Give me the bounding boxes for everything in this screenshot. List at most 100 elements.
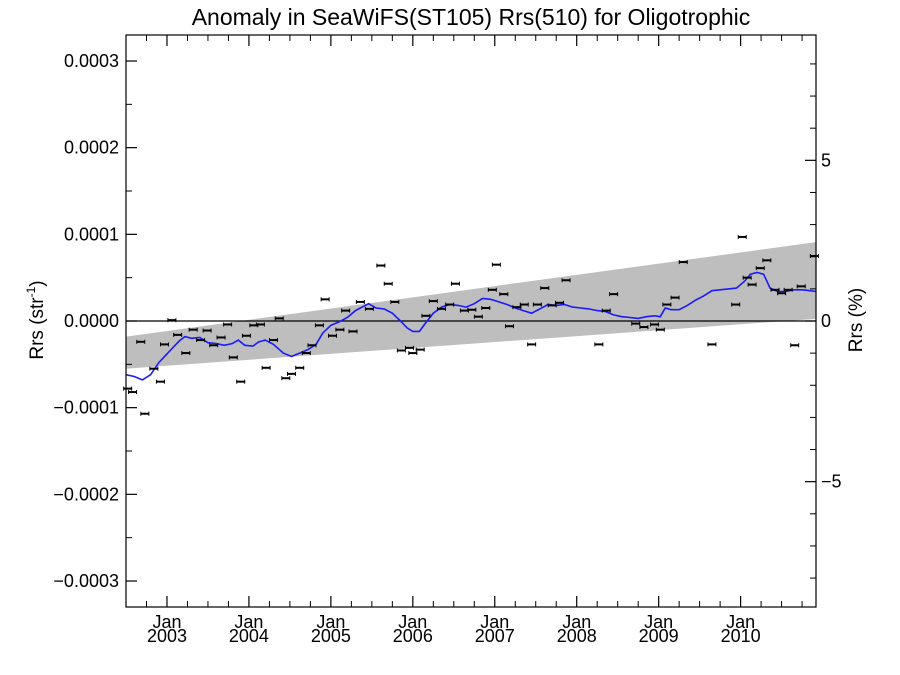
data-point xyxy=(295,365,305,370)
x-tick-month: Jan xyxy=(234,612,263,632)
y-tick-label: 0.0000 xyxy=(64,311,119,331)
data-point xyxy=(269,338,279,343)
data-point xyxy=(287,371,297,376)
data-point xyxy=(408,351,418,356)
x-tick-month: Jan xyxy=(562,612,591,632)
x-tick-year: 2004 xyxy=(229,626,269,646)
left-axis-ticks: 0.0003 0.0002 0.0001 0.0000 −0.0001 −0.0002 −0… xyxy=(53,51,137,591)
data-point xyxy=(499,292,509,297)
data-point xyxy=(532,302,542,307)
data-point xyxy=(140,411,150,416)
data-point xyxy=(209,343,219,348)
data-point xyxy=(512,305,522,310)
y-axis-label: Rrs (str-1) xyxy=(24,280,48,359)
x-axis-ticks: Jan2003Jan2004Jan2005Jan2006Jan2007Jan20… xyxy=(145,35,803,646)
data-point xyxy=(670,295,680,300)
x-tick-year: 2005 xyxy=(311,626,351,646)
data-point xyxy=(314,323,324,328)
data-point xyxy=(770,287,780,292)
data-point xyxy=(445,302,455,307)
data-point xyxy=(473,314,483,319)
data-point xyxy=(527,342,537,347)
x-tick-year: 2003 xyxy=(147,626,187,646)
x-tick-month: Jan xyxy=(152,612,181,632)
data-point xyxy=(639,325,649,330)
data-point xyxy=(436,306,446,311)
data-point xyxy=(491,262,501,267)
data-point xyxy=(123,386,133,391)
data-point xyxy=(762,258,772,263)
data-point xyxy=(241,333,251,338)
y2-tick-label: 5 xyxy=(821,150,831,170)
data-point xyxy=(328,333,338,338)
data-point xyxy=(202,328,212,333)
data-point xyxy=(487,287,497,292)
data-point xyxy=(216,335,226,340)
data-point xyxy=(561,278,571,283)
x-tick-year: 2006 xyxy=(393,626,433,646)
data-point xyxy=(555,300,565,305)
data-point xyxy=(320,297,330,302)
data-point xyxy=(601,308,611,313)
x-tick-year: 2009 xyxy=(639,626,679,646)
data-point xyxy=(160,342,170,347)
x-tick-year: 2008 xyxy=(557,626,597,646)
data-point xyxy=(783,287,793,292)
data-point xyxy=(737,234,747,239)
data-point xyxy=(467,307,477,312)
data-point xyxy=(255,322,265,327)
x-tick-year: 2007 xyxy=(475,626,515,646)
y-tick-label: 0.0002 xyxy=(64,138,119,158)
data-point xyxy=(196,338,206,343)
data-point xyxy=(777,291,787,296)
data-point xyxy=(136,339,146,344)
data-point xyxy=(755,266,765,271)
data-point xyxy=(415,347,425,352)
data-point xyxy=(450,281,460,286)
data-point xyxy=(396,348,406,353)
data-point xyxy=(348,329,358,334)
data-point xyxy=(188,327,198,332)
data-point xyxy=(505,324,515,329)
data-point xyxy=(421,313,431,318)
data-point xyxy=(128,390,138,395)
data-points-layer xyxy=(123,234,819,416)
data-point xyxy=(355,299,365,304)
y-tick-label: 0.0003 xyxy=(64,51,119,71)
trend-line-layer xyxy=(126,271,816,381)
data-point xyxy=(707,342,717,347)
data-point xyxy=(547,303,557,308)
y2-axis-label: Rrs (%) xyxy=(846,288,867,352)
data-point xyxy=(149,366,159,371)
data-point xyxy=(747,282,757,287)
data-point xyxy=(341,308,351,313)
data-point xyxy=(301,351,311,356)
data-point xyxy=(376,263,386,268)
trend-line xyxy=(126,271,816,381)
data-point xyxy=(481,306,491,310)
right-axis-ticks: 5 0 −5 xyxy=(805,63,842,579)
data-point xyxy=(228,355,238,360)
data-point xyxy=(364,306,374,311)
x-tick-month: Jan xyxy=(726,612,755,632)
y-tick-label: −0.0002 xyxy=(53,484,119,504)
data-point xyxy=(307,343,317,348)
data-point xyxy=(223,322,233,327)
data-point xyxy=(428,299,438,304)
data-point xyxy=(796,284,806,289)
data-point xyxy=(261,365,271,370)
data-point xyxy=(650,322,660,327)
data-point xyxy=(383,281,393,286)
data-point xyxy=(167,318,177,323)
data-point xyxy=(809,254,819,258)
data-point xyxy=(631,321,641,326)
data-point xyxy=(335,327,345,332)
data-point xyxy=(173,332,183,337)
y-tick-label: −0.0001 xyxy=(53,398,119,418)
data-point xyxy=(405,345,415,350)
data-point xyxy=(678,260,688,265)
data-point xyxy=(281,376,291,381)
data-point xyxy=(731,302,741,307)
x-tick-year: 2010 xyxy=(721,626,761,646)
